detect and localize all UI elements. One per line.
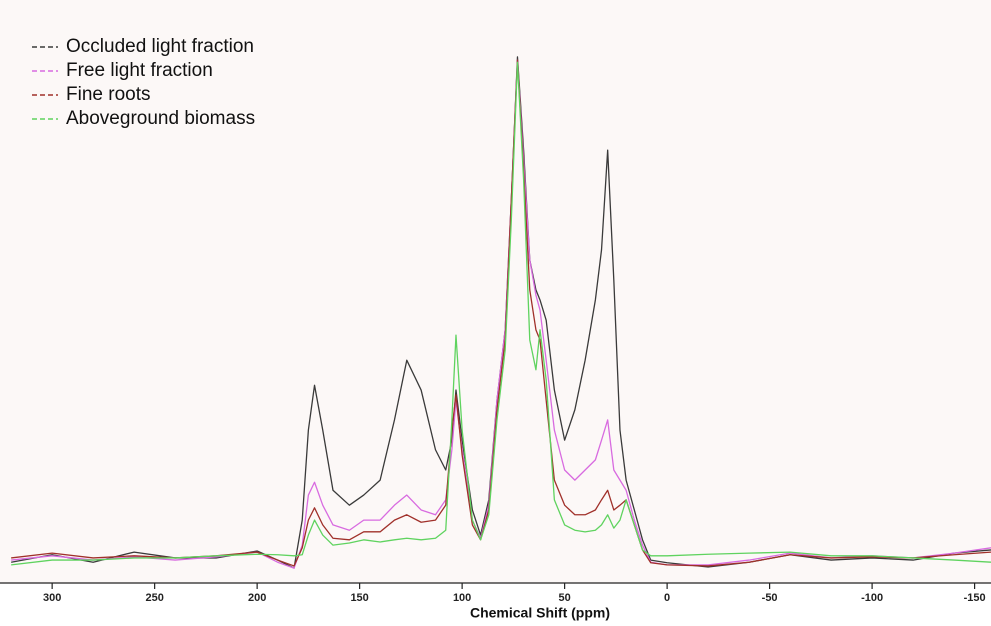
x-tick-label: 300 bbox=[43, 592, 61, 604]
legend-label: Aboveground biomass bbox=[66, 108, 255, 129]
x-tick-label: 250 bbox=[145, 592, 163, 604]
legend-label: Free light fraction bbox=[66, 60, 213, 81]
plot-background bbox=[0, 0, 991, 583]
x-tick-label: 50 bbox=[558, 592, 570, 604]
x-tick-label: 150 bbox=[350, 592, 368, 604]
x-tick-label: -150 bbox=[964, 592, 986, 604]
spectrum-line bbox=[11, 61, 991, 566]
legend-label: Fine roots bbox=[66, 84, 150, 105]
x-tick-label: -100 bbox=[861, 592, 883, 604]
x-tick-label: 200 bbox=[248, 592, 266, 604]
x-tick-label: -50 bbox=[762, 592, 778, 604]
x-axis-label: Chemical Shift (ppm) bbox=[470, 605, 610, 621]
x-tick-label: 0 bbox=[664, 592, 670, 604]
legend-label: Occluded light fraction bbox=[66, 36, 254, 57]
x-tick-label: 100 bbox=[453, 592, 471, 604]
